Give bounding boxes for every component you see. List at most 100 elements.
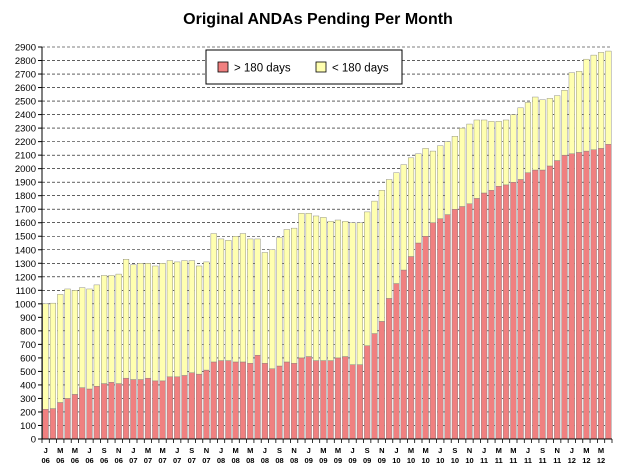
x-tick-label-month: J bbox=[44, 446, 48, 455]
x-tick-label-month: J bbox=[394, 446, 398, 455]
bar-segment-under-180 bbox=[247, 238, 254, 364]
bar-segment-under-180 bbox=[502, 119, 510, 186]
x-tick-label-year: 12 bbox=[582, 456, 590, 465]
y-tick-label: 1700 bbox=[15, 205, 36, 216]
x-tick-label-month: J bbox=[175, 446, 179, 455]
bar-segment-over-180 bbox=[568, 153, 575, 440]
bar-segment-over-180 bbox=[605, 144, 612, 440]
bar-segment-over-180 bbox=[524, 172, 532, 440]
x-tick-label-year: 07 bbox=[158, 456, 166, 465]
y-tick-label: 2100 bbox=[15, 151, 36, 162]
x-tick-label-month: N bbox=[554, 446, 559, 455]
bar-segment-under-180 bbox=[422, 148, 429, 237]
bar-segment-over-180 bbox=[79, 387, 86, 440]
bar-segment-under-180 bbox=[327, 221, 334, 361]
bar-segment-over-180 bbox=[342, 356, 349, 440]
y-tick-label: 2900 bbox=[15, 43, 36, 54]
x-tick-label-month: S bbox=[540, 446, 545, 455]
bar-segment-under-180 bbox=[349, 222, 356, 365]
bar-segment-under-180 bbox=[210, 233, 217, 363]
x-tick-label-month: J bbox=[263, 446, 267, 455]
x-tick-label-year: 07 bbox=[202, 456, 210, 465]
x-tick-label-year: 08 bbox=[231, 456, 239, 465]
bar-segment-over-180 bbox=[356, 364, 363, 440]
bar-segment-under-180 bbox=[283, 229, 290, 363]
y-tick-label: 1100 bbox=[16, 286, 36, 297]
bar-segment-under-180 bbox=[108, 275, 115, 383]
bar-segment-over-180 bbox=[451, 209, 458, 440]
x-tick-label-month: M bbox=[408, 446, 414, 455]
y-tick-label: 900 bbox=[20, 313, 36, 324]
bar-segment-under-180 bbox=[393, 172, 400, 284]
x-tick-label-year: 08 bbox=[246, 456, 254, 465]
x-tick-label-month: J bbox=[307, 446, 311, 455]
bar-segment-over-180 bbox=[517, 179, 524, 440]
x-tick-label-month: J bbox=[482, 446, 486, 455]
bar-segment-under-180 bbox=[49, 302, 57, 409]
y-tick-label: 1400 bbox=[15, 245, 36, 256]
bar-segment-over-180 bbox=[349, 364, 356, 440]
bar-segment-over-180 bbox=[254, 354, 261, 440]
bar-segment-over-180 bbox=[261, 363, 268, 440]
bar-segment-under-180 bbox=[254, 238, 261, 356]
bar-segment-over-180 bbox=[159, 380, 166, 440]
bar-segment-over-180 bbox=[510, 181, 517, 440]
bar-segment-over-180 bbox=[554, 160, 561, 440]
bar-segment-under-180 bbox=[386, 179, 393, 299]
bar-segment-over-180 bbox=[298, 357, 305, 440]
bar-segment-over-180 bbox=[115, 383, 122, 440]
bar-segment-under-180 bbox=[203, 261, 210, 371]
x-tick-label-month: N bbox=[467, 446, 472, 455]
legend-box bbox=[205, 49, 403, 85]
bar-segment-over-180 bbox=[174, 376, 181, 440]
x-tick-label-year: 07 bbox=[173, 456, 181, 465]
x-tick-label-month: J bbox=[438, 446, 442, 455]
x-tick-label-year: 11 bbox=[495, 456, 503, 465]
bar-segment-under-180 bbox=[115, 273, 122, 384]
x-tick-label-month: M bbox=[598, 446, 604, 455]
bar-segment-over-180 bbox=[152, 380, 159, 440]
bar-segment-under-180 bbox=[181, 260, 188, 376]
bar-segment-under-180 bbox=[546, 98, 553, 167]
bar-segment-under-180 bbox=[261, 252, 268, 364]
bar-segment-under-180 bbox=[568, 72, 575, 154]
x-tick-label-month: S bbox=[452, 446, 457, 455]
bar-segment-under-180 bbox=[144, 263, 152, 379]
bar-segment-under-180 bbox=[459, 127, 466, 207]
bar-segment-over-180 bbox=[49, 408, 57, 440]
bar-segment-under-180 bbox=[42, 303, 49, 410]
bar-segment-under-180 bbox=[466, 123, 473, 205]
y-tick-label: 500 bbox=[20, 367, 36, 378]
bar-segment-under-180 bbox=[305, 213, 312, 357]
bar-segment-under-180 bbox=[159, 263, 166, 382]
x-tick-label-year: 06 bbox=[71, 456, 79, 465]
y-tick-label: 1300 bbox=[15, 259, 36, 270]
x-tick-label-year: 10 bbox=[465, 456, 473, 465]
bar-segment-under-180 bbox=[539, 99, 546, 171]
x-tick-label-month: M bbox=[145, 446, 151, 455]
bar-segment-over-180 bbox=[210, 361, 217, 440]
x-tick-label-month: J bbox=[350, 446, 354, 455]
x-tick-label-month: N bbox=[291, 446, 296, 455]
bar-segment-over-180 bbox=[576, 152, 583, 440]
x-tick-label-month: M bbox=[496, 446, 502, 455]
bar-segment-under-180 bbox=[576, 71, 583, 153]
x-tick-label-month: J bbox=[526, 446, 530, 455]
x-tick-label-year: 08 bbox=[261, 456, 269, 465]
chart-title: Original ANDAs Pending Per Month bbox=[183, 11, 453, 28]
x-tick-label-year: 07 bbox=[129, 456, 137, 465]
bar-segment-under-180 bbox=[312, 215, 320, 361]
bar-segment-under-180 bbox=[298, 213, 305, 359]
x-tick-label-month: S bbox=[365, 446, 370, 455]
y-axis-ticks: 0 100 200 300 400 500 600 700 800 900 1000 1100 1200… bbox=[15, 43, 42, 446]
bar-segment-over-180 bbox=[444, 214, 451, 440]
bar-segment-under-180 bbox=[239, 233, 247, 363]
bar-segment-under-180 bbox=[320, 217, 327, 361]
bar-segment-over-180 bbox=[386, 298, 393, 440]
bar-segment-under-180 bbox=[495, 121, 502, 187]
y-tick-label: 2300 bbox=[15, 124, 36, 135]
bar-segment-over-180 bbox=[137, 379, 144, 440]
bar-segment-under-180 bbox=[291, 227, 298, 364]
bar-segment-under-180 bbox=[400, 164, 407, 271]
